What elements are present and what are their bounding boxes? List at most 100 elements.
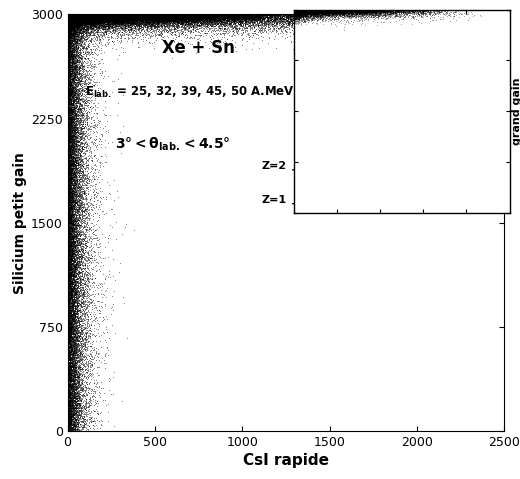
Point: [295, 6, 303, 13]
Point: [68, 118, 76, 125]
Point: [449, 15, 458, 23]
Point: [73, 12, 82, 20]
Point: [111, 21, 119, 29]
Point: [64, 368, 73, 376]
Point: [70, 185, 78, 193]
Point: [355, 7, 363, 15]
Point: [72, 281, 81, 289]
Point: [294, 6, 303, 14]
Point: [74, 16, 83, 23]
Point: [242, 12, 250, 20]
Point: [259, 14, 268, 22]
Point: [69, 266, 77, 274]
Point: [152, 16, 161, 23]
Point: [68, 369, 76, 377]
Point: [283, 11, 292, 19]
Point: [172, 11, 180, 19]
Point: [69, 340, 77, 348]
Point: [228, 13, 236, 21]
Point: [104, 11, 112, 18]
Point: [292, 8, 300, 15]
Point: [72, 261, 80, 268]
Point: [308, 6, 316, 14]
Point: [124, 21, 132, 28]
Point: [298, 6, 306, 14]
Point: [291, 6, 300, 14]
Point: [154, 21, 162, 29]
Point: [304, 11, 313, 19]
Point: [315, 6, 323, 13]
Point: [65, 134, 73, 142]
Point: [311, 6, 319, 14]
Point: [319, 9, 327, 16]
Point: [73, 30, 81, 38]
Point: [242, 14, 251, 22]
Point: [92, 14, 100, 22]
Point: [322, 10, 331, 17]
Point: [97, 12, 106, 20]
Point: [128, 12, 136, 20]
Point: [73, 134, 81, 141]
Point: [164, 15, 172, 23]
Point: [66, 218, 74, 226]
Point: [294, 7, 303, 15]
Point: [118, 14, 126, 22]
Point: [305, 8, 313, 16]
Point: [124, 12, 132, 20]
Point: [66, 61, 74, 69]
Point: [68, 203, 76, 211]
Point: [64, 182, 72, 189]
Point: [295, 7, 303, 14]
Point: [66, 171, 74, 178]
Point: [98, 11, 106, 19]
Point: [64, 408, 73, 416]
Point: [70, 376, 78, 384]
Point: [349, 8, 357, 15]
Point: [175, 11, 183, 19]
Point: [75, 362, 84, 369]
Point: [75, 297, 83, 304]
Point: [90, 13, 99, 21]
Point: [66, 394, 74, 401]
Point: [302, 7, 310, 14]
Point: [348, 6, 356, 14]
Point: [137, 13, 146, 21]
Point: [99, 12, 107, 20]
Point: [77, 125, 85, 132]
Point: [292, 7, 301, 15]
Point: [69, 59, 77, 67]
Point: [95, 15, 103, 23]
Point: [72, 11, 80, 19]
Point: [159, 11, 167, 18]
Point: [107, 14, 115, 22]
Point: [292, 6, 300, 14]
Point: [295, 6, 304, 13]
Point: [355, 12, 363, 20]
Point: [181, 17, 190, 25]
Point: [68, 72, 76, 80]
Point: [79, 11, 87, 19]
Point: [220, 19, 229, 26]
Point: [177, 12, 185, 20]
Point: [76, 166, 84, 173]
Point: [89, 13, 98, 21]
Point: [64, 408, 72, 416]
Point: [83, 101, 91, 109]
Point: [107, 12, 115, 20]
Point: [63, 415, 72, 423]
Point: [292, 10, 300, 17]
Point: [85, 11, 94, 19]
Point: [301, 10, 309, 17]
Point: [82, 344, 90, 352]
Point: [64, 106, 73, 114]
Point: [77, 257, 85, 265]
Point: [76, 400, 84, 408]
Point: [113, 12, 122, 20]
Point: [67, 330, 75, 337]
Point: [70, 11, 79, 18]
Point: [74, 16, 82, 23]
Point: [96, 11, 105, 19]
Point: [274, 24, 282, 32]
Point: [81, 12, 89, 20]
Point: [81, 11, 89, 19]
